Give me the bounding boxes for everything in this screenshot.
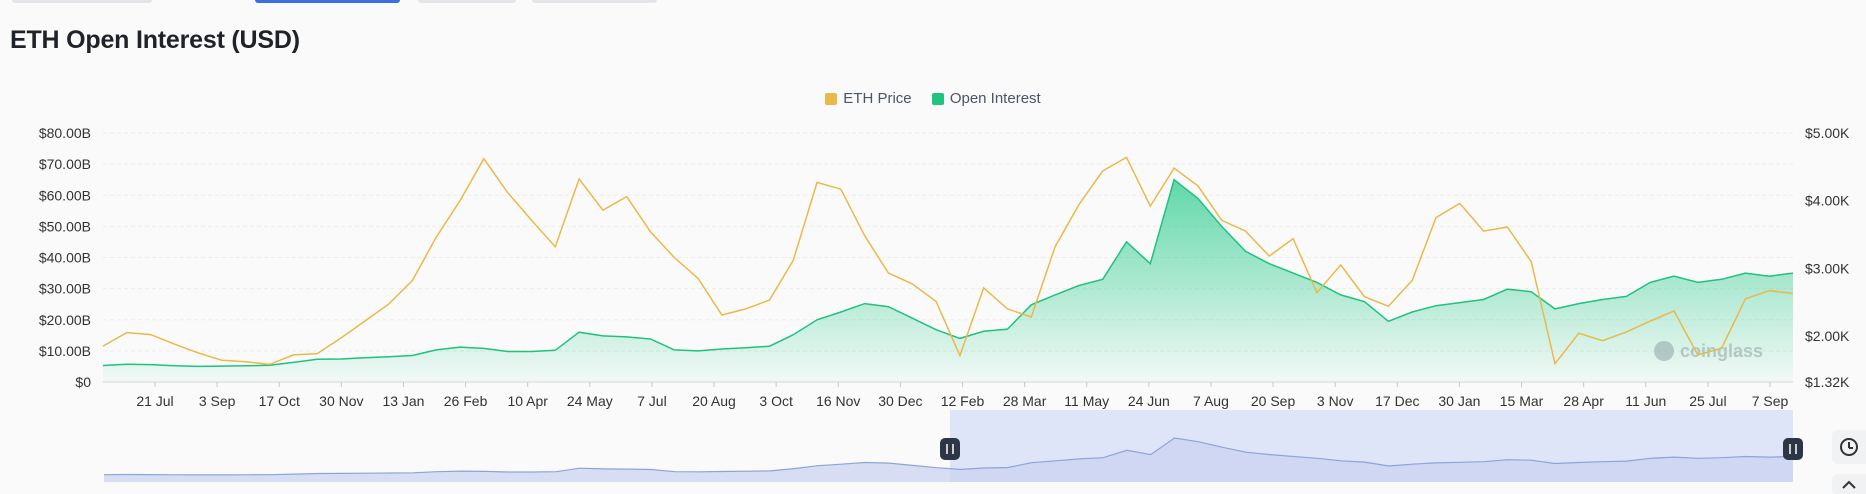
x-tick-label: 7 Sep	[1752, 393, 1789, 409]
x-tick-label: 13 Jan	[382, 393, 424, 409]
x-axis: 21 Jul 3 Sep 17 Oct 30 Nov 13 Jan 26 Feb 10 Ap…	[103, 381, 1793, 409]
x-tick-label: 20 Aug	[692, 393, 736, 409]
y-right-tick-label: $4.00K	[1805, 193, 1850, 209]
y-right-tick-label: $5.00K	[1805, 125, 1850, 141]
y-left-tick-label: $70.00B	[39, 156, 91, 172]
handle-body	[940, 438, 960, 460]
page-title: ETH Open Interest (USD)	[10, 26, 300, 54]
top-tab-2[interactable]	[418, 0, 516, 3]
open-interest-area	[103, 179, 1793, 382]
x-tick-label: 30 Nov	[319, 393, 363, 409]
x-tick-label: 30 Jan	[1438, 393, 1480, 409]
x-tick-label: 11 Jun	[1625, 393, 1666, 409]
legend-item-eth-price[interactable]: ETH Price	[825, 90, 912, 107]
x-tick-label: 3 Nov	[1317, 393, 1354, 409]
x-tick-label: 28 Mar	[1003, 393, 1047, 409]
x-tick-label: 3 Sep	[199, 393, 236, 409]
y-left-tick-label: $20.00B	[39, 312, 91, 328]
chart-series	[102, 156, 1794, 382]
scroll-up-button[interactable]	[1832, 474, 1866, 494]
y-right-tick-label: $3.00K	[1805, 260, 1850, 276]
y-right-tick-label: $2.00K	[1805, 328, 1850, 344]
y-left-tick-label: $30.00B	[39, 281, 91, 297]
handle-body	[1783, 438, 1803, 460]
x-tick-label: 25 Jul	[1689, 393, 1726, 409]
legend-swatch-price	[825, 92, 838, 105]
top-tab-3[interactable]	[532, 0, 657, 3]
y-axis-right: $1.32K $2.00K $3.00K $4.00K $5.00K	[1805, 125, 1850, 390]
x-tick-label: 15 Mar	[1500, 393, 1544, 409]
range-navigator[interactable]	[103, 410, 1803, 482]
legend-item-open-interest[interactable]: Open Interest	[931, 90, 1041, 107]
x-tick-label: 17 Dec	[1375, 393, 1419, 409]
x-tick-label: 3 Oct	[759, 393, 793, 409]
top-tab-active[interactable]	[255, 0, 400, 3]
x-tick-label: 17 Oct	[259, 393, 300, 409]
x-tick-label: 26 Feb	[444, 393, 488, 409]
x-tick-label: 30 Dec	[878, 393, 922, 409]
legend-label-oi: Open Interest	[949, 90, 1041, 107]
x-tick-label: 10 Apr	[507, 393, 548, 409]
y-left-tick-label: $60.00B	[39, 187, 91, 203]
y-left-tick-label: $40.00B	[39, 250, 91, 266]
y-right-tick-label: $1.32K	[1805, 374, 1850, 390]
x-tick-label: 11 May	[1064, 393, 1109, 409]
navigator-left-handle[interactable]	[940, 438, 960, 460]
open-interest-line	[102, 178, 1794, 368]
navigator-right-handle[interactable]	[1783, 438, 1803, 460]
x-tick-label: 21 Jul	[136, 393, 173, 409]
navigator-line	[103, 437, 1794, 476]
chevron-up-icon	[1842, 480, 1856, 489]
legend-label-price: ETH Price	[843, 90, 912, 107]
y-left-tick-label: $50.00B	[39, 218, 91, 234]
y-axis-left: $0 $10.00B $20.00B $30.00B $40.00B $50.00B $60…	[39, 125, 91, 390]
y-left-tick-label: $10.00B	[39, 343, 91, 359]
top-tab-1[interactable]	[12, 0, 152, 3]
x-tick-label: 7 Aug	[1193, 393, 1229, 409]
zoom-reset-button[interactable]	[1832, 430, 1866, 464]
chart-legend: ETH Price Open Interest	[0, 90, 1866, 109]
x-tick-label: 24 Jun	[1128, 393, 1170, 409]
x-tick-label: 28 Apr	[1563, 393, 1604, 409]
y-left-tick-label: $80.00B	[39, 125, 91, 141]
navigator-area	[104, 438, 1793, 482]
eth-price-line	[102, 156, 1794, 366]
x-tick-label: 7 Jul	[637, 393, 667, 409]
y-left-tick-label: $0	[75, 374, 91, 390]
x-tick-label: 20 Sep	[1251, 393, 1296, 409]
clock-icon	[1840, 438, 1858, 456]
x-tick-label: 24 May	[567, 393, 613, 409]
legend-swatch-oi	[931, 92, 944, 105]
x-tick-label: 16 Nov	[816, 393, 860, 409]
x-tick-label: 12 Feb	[941, 393, 985, 409]
